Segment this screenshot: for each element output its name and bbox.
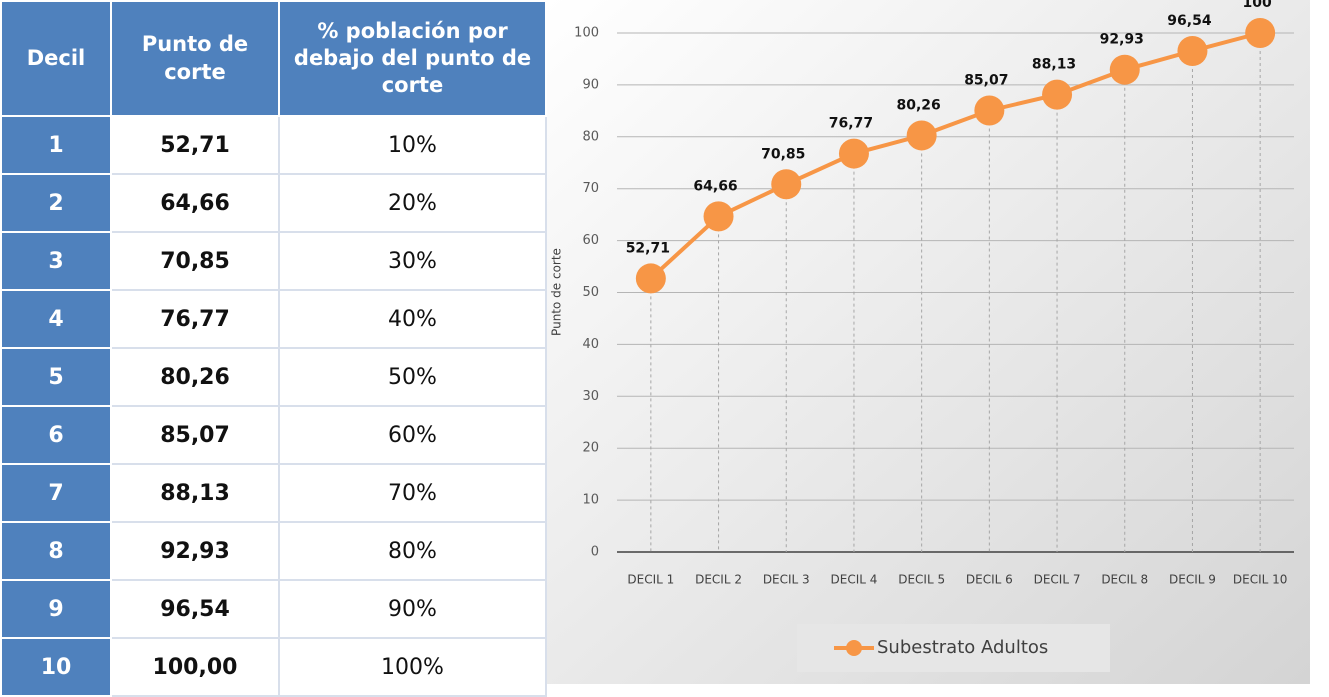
data-label: 92,93 bbox=[1100, 32, 1144, 48]
table-cell: 88,13 bbox=[110, 463, 280, 523]
data-point bbox=[635, 263, 666, 294]
table-row: 4 76,77 40% bbox=[0, 289, 547, 349]
y-tick-label: 0 bbox=[591, 545, 599, 560]
table-cell: 3 bbox=[0, 231, 112, 291]
table-cell: 6 bbox=[0, 405, 112, 465]
decile-table: Decil Punto de corte% población por debaj… bbox=[0, 0, 547, 697]
data-label: 96,54 bbox=[1167, 13, 1212, 29]
data-point bbox=[1042, 79, 1073, 110]
table-cell: 76,77 bbox=[110, 289, 280, 349]
y-tick-label: 100 bbox=[574, 26, 599, 41]
table-cell: 10% bbox=[278, 115, 547, 175]
x-tick-label: DECIL 6 bbox=[966, 573, 1013, 587]
table-cell: 60% bbox=[278, 405, 547, 465]
table-cell: 5 bbox=[0, 347, 112, 407]
data-label: 52,71 bbox=[626, 240, 670, 256]
table-cell: 100,00 bbox=[110, 637, 280, 697]
x-tick-label: DECIL 10 bbox=[1233, 573, 1288, 587]
y-tick-label: 30 bbox=[582, 389, 599, 404]
table-cell: 8 bbox=[0, 521, 112, 581]
x-tick-label: DECIL 8 bbox=[1101, 573, 1148, 587]
table-cell: 52,71 bbox=[110, 115, 280, 175]
table-cell: 64,66 bbox=[110, 173, 280, 233]
data-label: 76,77 bbox=[829, 116, 873, 132]
table-cell: 96,54 bbox=[110, 579, 280, 639]
data-point bbox=[906, 120, 937, 151]
table-row: 7 88,13 70% bbox=[0, 463, 547, 523]
data-label: 85,07 bbox=[964, 72, 1008, 88]
table-cell: 90% bbox=[278, 579, 547, 639]
y-tick-label: 40 bbox=[582, 337, 599, 352]
data-label: 70,85 bbox=[761, 146, 805, 162]
y-tick-label: 80 bbox=[582, 129, 599, 144]
table-row: 10 100,00 100% bbox=[0, 637, 547, 697]
data-label: 64,66 bbox=[693, 178, 737, 194]
table-cell: 4 bbox=[0, 289, 112, 349]
table-row: 3 70,85 30% bbox=[0, 231, 547, 291]
table-cell: 10 bbox=[0, 637, 112, 697]
data-point bbox=[1245, 18, 1276, 48]
legend-label: Subestrato Adultos bbox=[877, 637, 1048, 658]
table-cell: 85,07 bbox=[110, 405, 280, 465]
x-tick-label: DECIL 2 bbox=[695, 573, 742, 587]
table-cell: 40% bbox=[278, 289, 547, 349]
data-point bbox=[771, 169, 802, 200]
data-label: 88,13 bbox=[1032, 57, 1076, 73]
y-tick-label: 20 bbox=[582, 441, 599, 456]
data-point bbox=[974, 95, 1005, 126]
header-cell: Punto de corte bbox=[110, 0, 280, 117]
table-cell: 30% bbox=[278, 231, 547, 291]
table-cell: 70% bbox=[278, 463, 547, 523]
table-body: 1 52,71 10% 2 64,66 20% 3 70,85 30% 4 76,77 40% 5 80,… bbox=[0, 115, 547, 697]
y-axis-label: Punto de corte bbox=[550, 248, 564, 336]
header-cell: % población por debajo del punto de cort… bbox=[278, 0, 547, 117]
table-cell: 20% bbox=[278, 173, 547, 233]
table-cell: 80% bbox=[278, 521, 547, 581]
data-point bbox=[1177, 35, 1208, 66]
series-line bbox=[649, 31, 1261, 280]
legend-marker bbox=[846, 640, 862, 656]
y-tick-label: 70 bbox=[582, 181, 599, 196]
data-point bbox=[838, 138, 869, 169]
data-label: 80,26 bbox=[897, 97, 941, 113]
table-row: 2 64,66 20% bbox=[0, 173, 547, 233]
chart: Punto de corte 0 10 20 30 40 50 60 70 80 90 100 DEC… bbox=[547, 0, 1310, 684]
table-cell: 80,26 bbox=[110, 347, 280, 407]
table-cell: 1 bbox=[0, 115, 112, 175]
data-label: 100 bbox=[1243, 0, 1272, 11]
x-tick-label: DECIL 3 bbox=[763, 573, 810, 587]
table-cell: 70,85 bbox=[110, 231, 280, 291]
table-row: 5 80,26 50% bbox=[0, 347, 547, 407]
table-row: 1 52,71 10% bbox=[0, 115, 547, 175]
x-tick-label: DECIL 5 bbox=[898, 573, 945, 587]
data-point bbox=[703, 201, 734, 232]
table-cell: 92,93 bbox=[110, 521, 280, 581]
table-row: 8 92,93 80% bbox=[0, 521, 547, 581]
chart-background bbox=[547, 0, 1310, 684]
data-point bbox=[1109, 54, 1140, 85]
x-tick-label: DECIL 9 bbox=[1169, 573, 1216, 587]
table-cell: 100% bbox=[278, 637, 547, 697]
x-tick-label: DECIL 7 bbox=[1034, 573, 1081, 587]
y-tick-label: 10 bbox=[582, 493, 599, 508]
y-tick-label: 60 bbox=[582, 233, 599, 248]
header-row: Decil Punto de corte% población por debaj… bbox=[0, 0, 547, 117]
table-row: 9 96,54 90% bbox=[0, 579, 547, 639]
table-cell: 7 bbox=[0, 463, 112, 523]
y-tick-label: 50 bbox=[582, 285, 599, 300]
table-row: 6 85,07 60% bbox=[0, 405, 547, 465]
header-cell: Decil bbox=[0, 0, 112, 117]
x-tick-label: DECIL 4 bbox=[831, 573, 878, 587]
table-cell: 50% bbox=[278, 347, 547, 407]
table-cell: 9 bbox=[0, 579, 112, 639]
table-cell: 2 bbox=[0, 173, 112, 233]
y-tick-label: 90 bbox=[582, 77, 599, 92]
x-tick-label: DECIL 1 bbox=[627, 573, 674, 587]
